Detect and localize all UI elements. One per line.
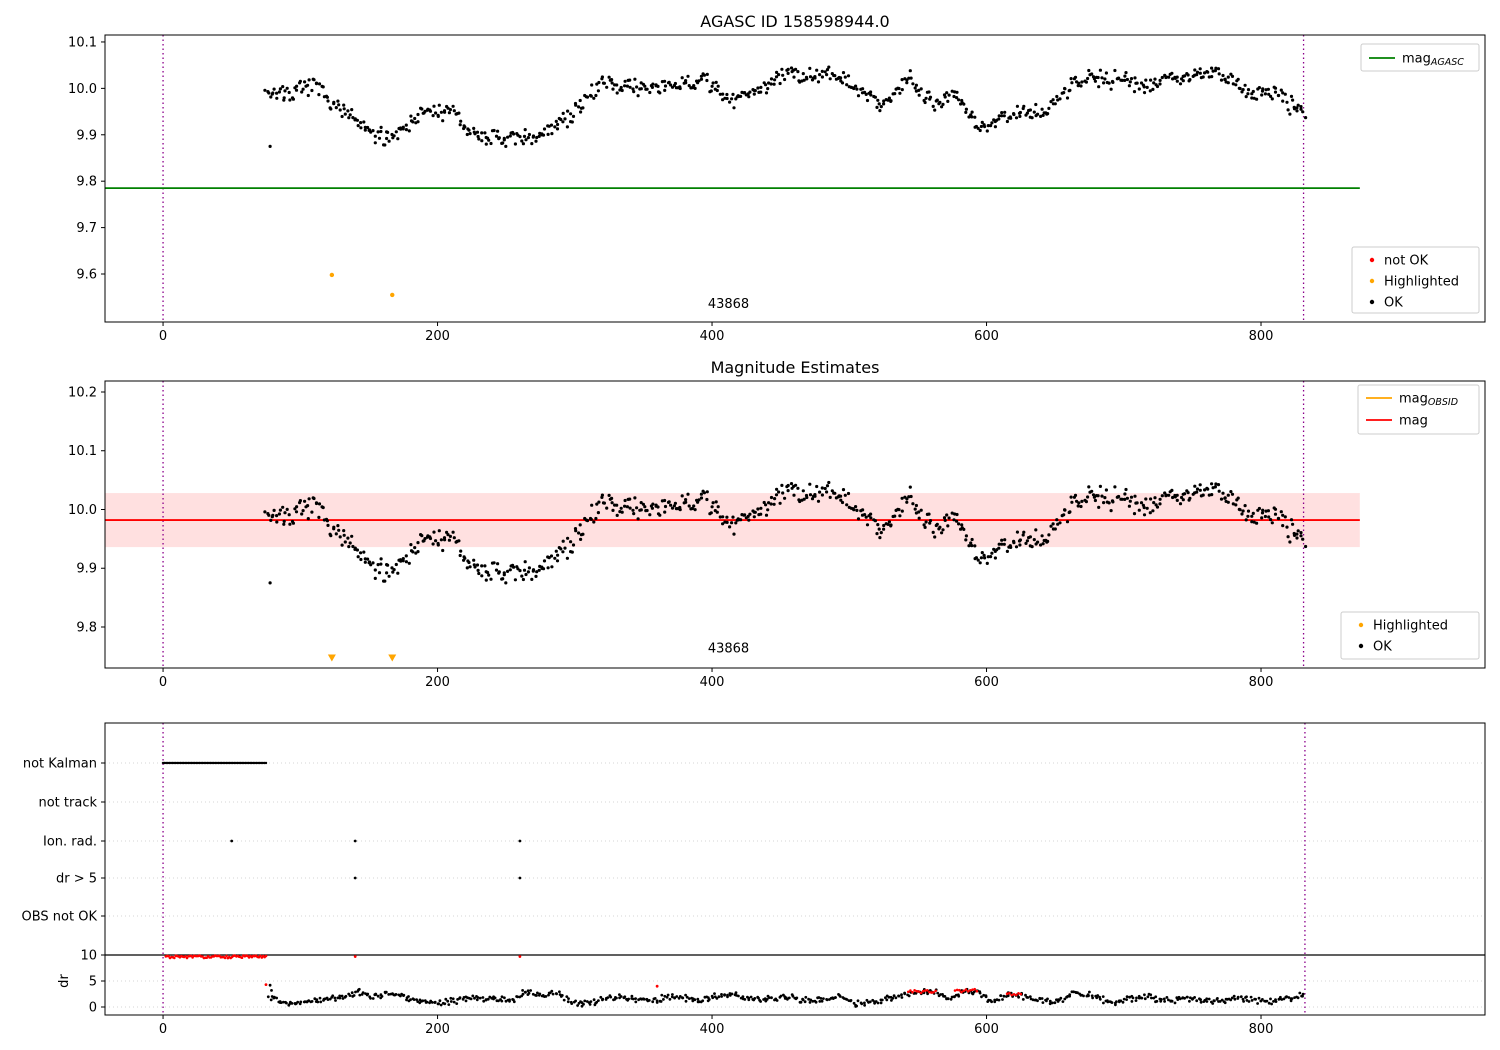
legend-mag-agasc: magAGASC	[1360, 43, 1480, 72]
svg-text:10.1: 10.1	[68, 35, 97, 50]
legend-marker-sample	[1358, 643, 1364, 649]
svg-text:9.8: 9.8	[76, 620, 97, 635]
svg-text:10: 10	[80, 949, 97, 964]
svg-text:9.9: 9.9	[76, 562, 97, 577]
svg-text:dr > 5: dr > 5	[56, 872, 97, 887]
svg-text:10.0: 10.0	[68, 503, 97, 518]
obsid-annotation: 43868	[708, 297, 749, 312]
clipped-highlighted-marker	[388, 654, 397, 662]
svg-text:0: 0	[159, 675, 167, 690]
svg-text:800: 800	[1249, 675, 1274, 690]
flag-points	[161, 761, 522, 880]
plot1-title: AGASC ID 158598944.0	[700, 12, 890, 31]
ok-points	[263, 65, 1308, 148]
svg-text:0: 0	[159, 329, 167, 344]
legend-marker-sample	[1369, 278, 1375, 284]
highlighted-point	[329, 272, 335, 278]
dr-not-ok-points	[164, 954, 1023, 997]
svg-text:800: 800	[1249, 329, 1274, 344]
svg-text:600: 600	[974, 675, 999, 690]
svg-text:9.8: 9.8	[76, 175, 97, 190]
svg-text:0: 0	[159, 1022, 167, 1037]
svg-text:10.0: 10.0	[68, 82, 97, 97]
obsid-annotation: 43868	[708, 641, 749, 656]
axes-frame	[104, 380, 1486, 669]
axes-frame	[104, 34, 1486, 323]
svg-text:mag: mag	[1399, 414, 1428, 429]
svg-text:Highlighted: Highlighted	[1384, 275, 1459, 290]
legend-point-classes: not OK Highlighted OK	[1351, 246, 1480, 314]
svg-text:200: 200	[425, 675, 450, 690]
axes-frame	[104, 722, 1486, 1016]
svg-text:800: 800	[1249, 1022, 1274, 1037]
svg-text:Ion. rad.: Ion. rad.	[43, 835, 97, 850]
dr-ok-points	[266, 983, 1305, 1008]
legend-marker-sample	[1358, 622, 1364, 628]
svg-text:9.7: 9.7	[76, 221, 97, 236]
svg-text:600: 600	[974, 1022, 999, 1037]
ok-points	[263, 480, 1308, 585]
svg-text:Highlighted: Highlighted	[1373, 619, 1448, 634]
svg-text:200: 200	[425, 1022, 450, 1037]
svg-text:not Kalman: not Kalman	[23, 757, 97, 772]
svg-text:not track: not track	[38, 796, 97, 811]
svg-text:5: 5	[89, 975, 97, 990]
highlighted-point	[390, 292, 395, 298]
legend-marker-sample	[1369, 257, 1375, 263]
svg-text:600: 600	[974, 329, 999, 344]
svg-text:9.9: 9.9	[76, 128, 97, 143]
svg-text:OK: OK	[1373, 640, 1392, 655]
svg-text:not OK: not OK	[1384, 254, 1429, 269]
svg-text:200: 200	[425, 329, 450, 344]
svg-text:0: 0	[89, 1001, 97, 1016]
svg-text:10.2: 10.2	[68, 385, 97, 400]
svg-text:OBS not OK: OBS not OK	[22, 910, 98, 925]
legend-point-classes-2: Highlighted OK	[1340, 611, 1480, 660]
plot2-title: Magnitude Estimates	[710, 358, 880, 377]
svg-text:400: 400	[700, 1022, 725, 1037]
dr-axis-label: dr	[57, 974, 72, 988]
subplot-flags-dr: not Kalman not track Ion. rad. dr > 5 OBS no…	[22, 722, 1486, 1037]
legend-marker-sample	[1369, 299, 1375, 305]
svg-text:OK: OK	[1384, 296, 1403, 311]
svg-text:400: 400	[700, 329, 725, 344]
svg-text:10.1: 10.1	[68, 444, 97, 459]
svg-text:9.6: 9.6	[76, 268, 97, 283]
clipped-highlighted-marker	[327, 654, 336, 662]
svg-text:400: 400	[700, 675, 725, 690]
subplot-mag-agasc: 43868 10.1 10.0 9.9 9.8 9.7 9.6 0 200 400 600 800 ma…	[68, 34, 1486, 344]
